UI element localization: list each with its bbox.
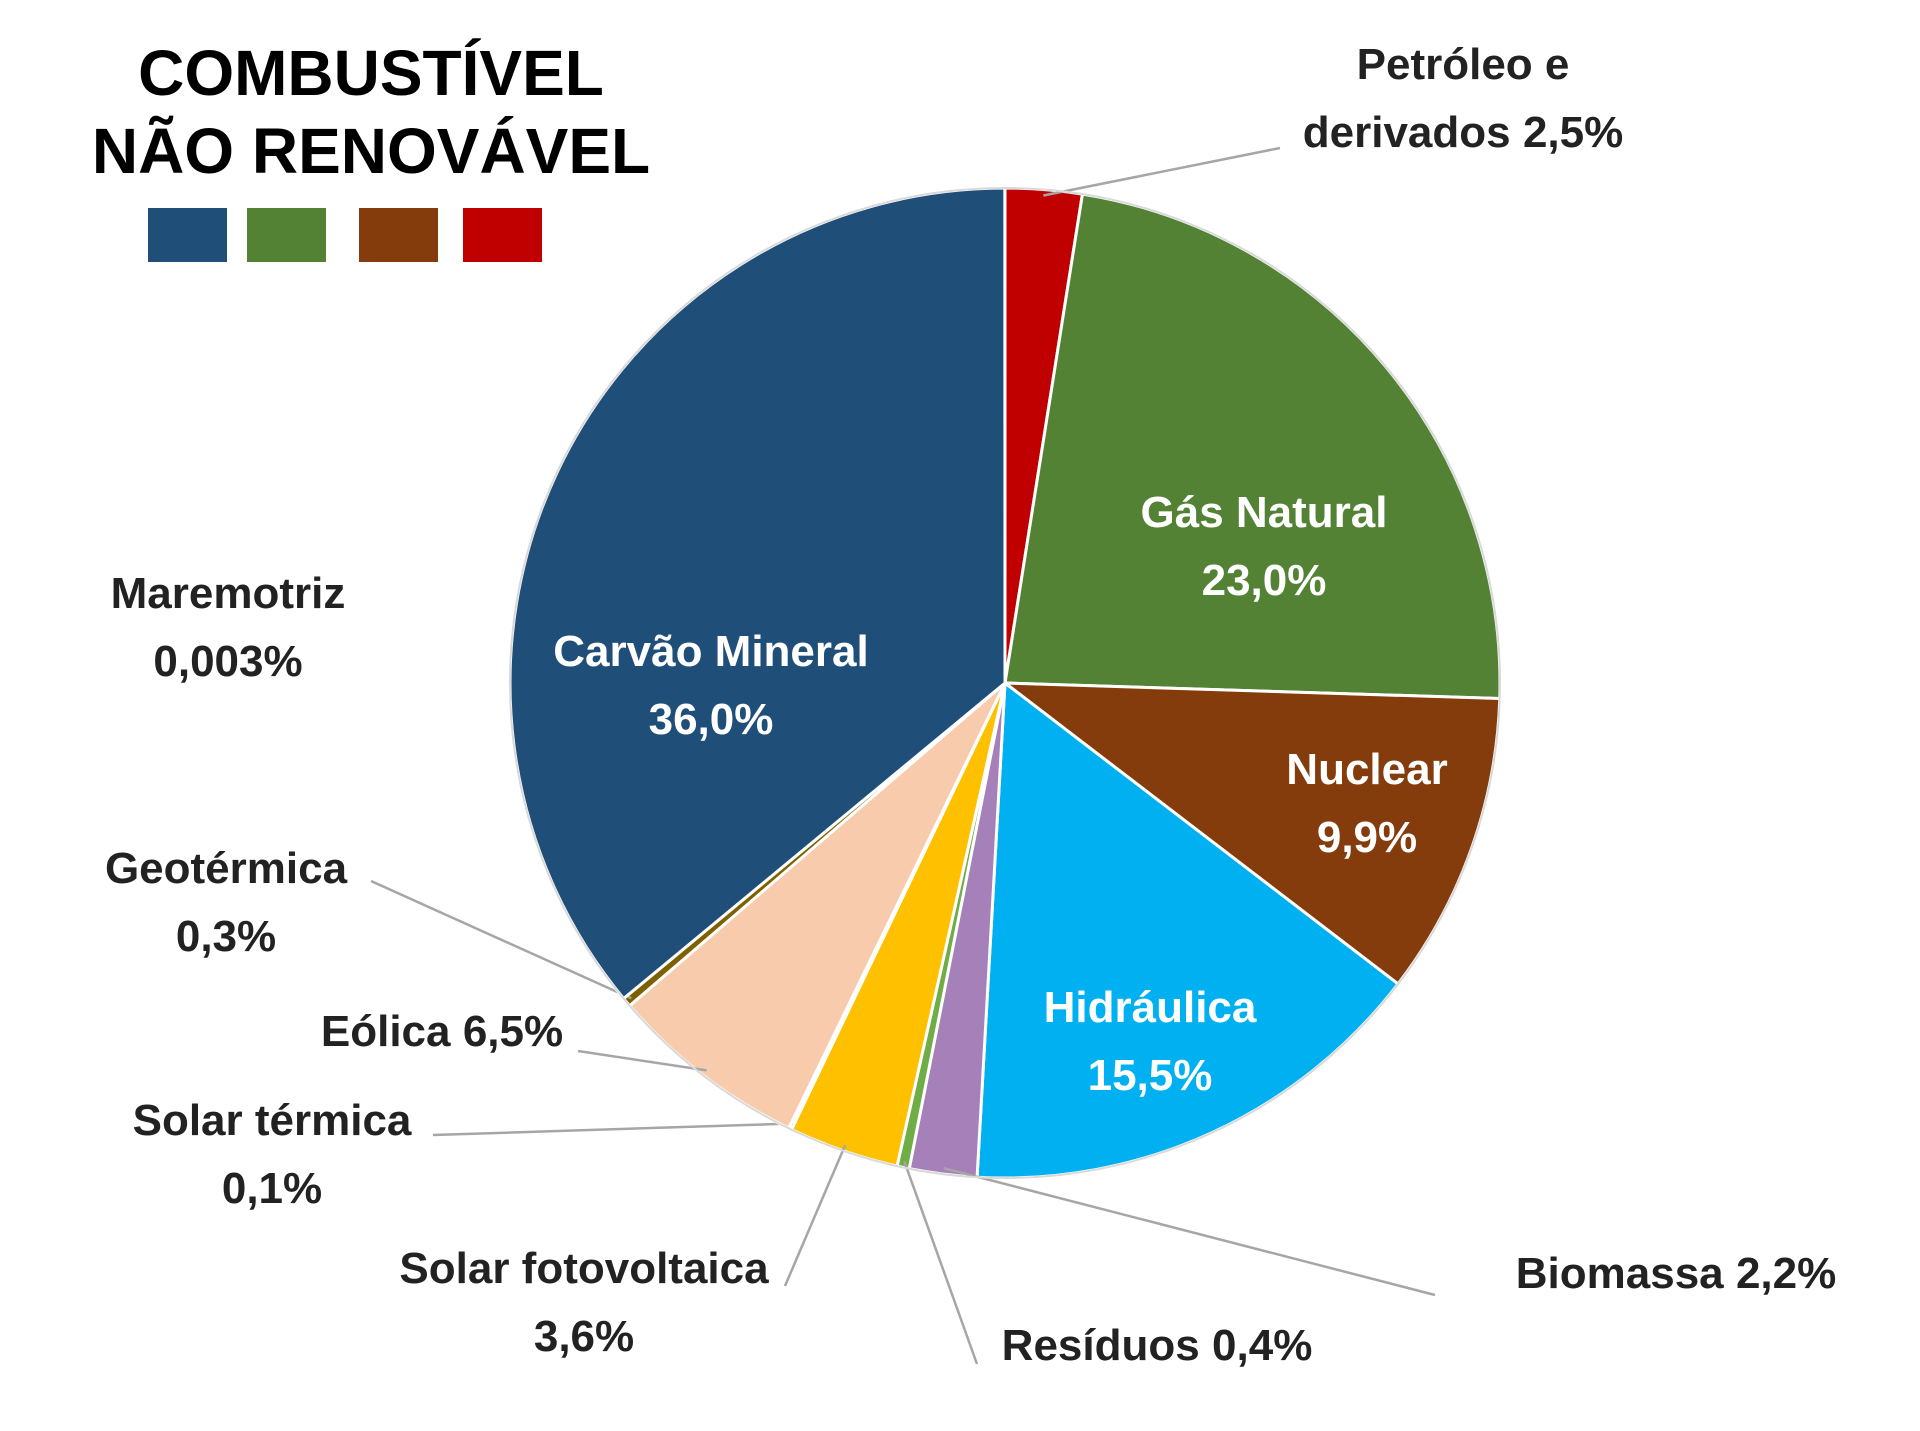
value-label: 2,2% [1735, 1248, 1837, 1298]
legend-swatch [359, 208, 438, 262]
slice-label: Maremotriz 0,003% [111, 560, 346, 696]
slice-label: Gás Natural 23,0% [1141, 479, 1388, 615]
category-label: Hidráulica [1043, 982, 1257, 1032]
category-label: Biomassa [1515, 1248, 1724, 1298]
value-label: 6,5% [462, 1006, 564, 1056]
category-label: Nuclear [1286, 744, 1448, 794]
value-label: 9,9% [1316, 813, 1418, 862]
category-label: Carvão Mineral [553, 626, 869, 676]
legend-swatch [463, 208, 542, 262]
category-label: Solar térmica [132, 1095, 412, 1145]
category-label: Eólica [320, 1006, 451, 1056]
slice-label: Biomassa 2,2% [1516, 1240, 1837, 1308]
slice-label: Resíduos 0,4% [1002, 1312, 1313, 1380]
value-label: 15,5% [1087, 1051, 1213, 1100]
value-label: 0,1% [221, 1164, 323, 1213]
category-label: Petróleo e derivados [1302, 39, 1570, 157]
leader-line [943, 1166, 1436, 1297]
value-label: 0,4% [1212, 1320, 1313, 1370]
slice-label: Petróleo e derivados 2,5% [1278, 31, 1648, 167]
leader-line [783, 1144, 847, 1287]
slice-label: Geotérmica 0,3% [105, 835, 347, 971]
leader-line [432, 1122, 793, 1137]
slice-label: Solar térmica 0,1% [133, 1087, 412, 1223]
value-label: 3,6% [533, 1312, 635, 1361]
value-label: 0,003% [153, 637, 303, 686]
category-label: Solar fotovoltaica [399, 1243, 769, 1293]
value-label: 23,0% [1201, 556, 1327, 605]
value-label: 2,5% [1522, 108, 1624, 157]
value-label: 0,3% [175, 912, 277, 961]
slice-label: Solar fotovoltaica 3,6% [399, 1235, 768, 1371]
slice-label: Eólica 6,5% [321, 998, 563, 1066]
leader-line [370, 879, 632, 1000]
slice-label: Carvão Mineral 36,0% [553, 618, 868, 754]
legend-swatch [247, 208, 326, 262]
category-label: Resíduos [1001, 1320, 1200, 1370]
leader-line [577, 1049, 707, 1072]
slice-label: Hidráulica 15,5% [1044, 974, 1257, 1110]
pie-outline [509, 187, 1501, 1179]
slice-label: Nuclear 9,9% [1286, 736, 1447, 872]
legend-title: COMBUSTÍVEL NÃO RENOVÁVEL [91, 36, 651, 187]
category-label: Geotérmica [104, 843, 348, 893]
category-label: Gás Natural [1140, 487, 1388, 537]
leader-line [903, 1161, 979, 1365]
pie-slice [1003, 192, 1502, 701]
leader-line [1043, 146, 1281, 197]
category-label: Maremotriz [110, 568, 346, 618]
value-label: 36,0% [648, 695, 774, 744]
legend-swatch [148, 208, 227, 262]
